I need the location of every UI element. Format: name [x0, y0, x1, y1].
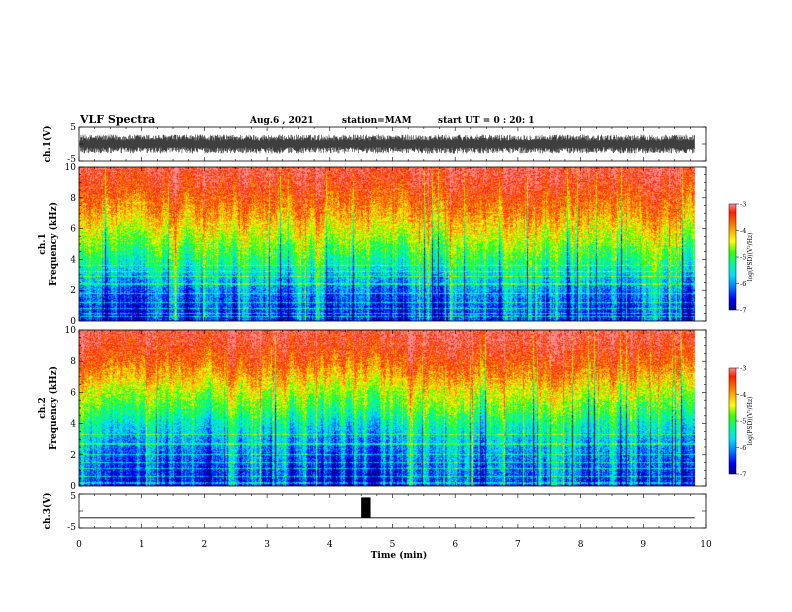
time-tick-label: 3: [264, 540, 270, 550]
figure-title: VLF Spectra: [79, 113, 155, 126]
ch2-spectrogram-colorbar-tick-label: -7: [740, 470, 746, 478]
ch2-spectrogram-ylabel-channel: ch.2: [38, 397, 48, 418]
ch2-spectrogram-ytick-label: 2: [70, 451, 76, 461]
ch1-colorbar-label: log(PSD)(V²/Hz): [747, 233, 754, 282]
ch1-spectrogram-colorbar-tick-label: -4: [740, 227, 746, 235]
ch1-waveform-trace: [79, 134, 695, 154]
ch1-ytick-max: 5: [70, 123, 76, 133]
ch3-pulse: [361, 497, 371, 518]
header-start-time: start UT = 0 : 20: 1: [438, 116, 535, 126]
ch1-spectrogram-ylabel-channel: ch.1: [38, 233, 48, 254]
ch3-ytick-min: -5: [67, 523, 76, 533]
ch3-signal-frame: [78, 493, 707, 529]
ch1-spectrogram-ytick-label: 6: [70, 225, 76, 235]
ch1-spectrogram-ytick-label: 2: [70, 286, 76, 296]
ch1-waveform-ylabel: ch.1(V): [42, 126, 53, 163]
time-tick-label: 1: [139, 540, 145, 550]
ch1-spectrogram-ytick-label: 4: [70, 255, 76, 265]
ch1-spectrogram-image: [79, 167, 706, 321]
ch1-spectrogram-colorbar-tick-label: -6: [740, 280, 746, 288]
ch3-signal-ylabel: ch.3(V): [42, 493, 53, 530]
ch2-spectrogram-ytick-label: 4: [70, 420, 76, 430]
header-station: station=MAM: [342, 116, 412, 126]
ch1-spectrogram-colorbar-tick-label: -3: [740, 200, 746, 208]
ch3-ytick-max: 5: [70, 492, 76, 502]
ch1-colorbar: [728, 203, 737, 311]
ch1-waveform-line: [79, 134, 695, 154]
ch1-spectrogram-ytick-label: 10: [65, 163, 77, 173]
ch2-spectrogram-ylabel-frequency: Frequency (kHz): [48, 366, 59, 450]
ch2-spectrogram-ytick-label: 8: [70, 357, 76, 367]
ch2-spectrogram-colorbar-tick-label: -4: [740, 391, 746, 399]
ch1-spectrogram-ytick-label: 0: [70, 317, 76, 327]
ch1-spectrogram-ytick-label: 8: [70, 194, 76, 204]
time-tick-label: 8: [578, 540, 584, 550]
time-tick-label: 4: [327, 540, 333, 550]
time-axis-label: Time (min): [371, 550, 428, 561]
time-tick-label: 0: [76, 540, 82, 550]
time-tick-label: 6: [452, 540, 458, 550]
ch1-spectrogram-ylabel-frequency: Frequency (kHz): [48, 202, 59, 286]
time-tick-label: 9: [640, 540, 646, 550]
ch3-signal-panel: 5 -5 ch.3(V) 0 1 2 3 4 5 6 7 8 9 10 Time (min): [42, 492, 712, 561]
ch2-spectrogram-image: [79, 330, 706, 486]
ch1-waveform-panel: 5 -5 ch.1(V): [42, 123, 707, 165]
ch2-colorbar-label: log(PSD)(V²/Hz): [747, 397, 754, 446]
ch2-spectrogram-ytick-label: 6: [70, 388, 76, 398]
time-tick-label: 2: [202, 540, 208, 550]
ch2-spectrogram-colorbar-tick-label: -6: [740, 444, 746, 452]
ch2-spectrogram-ytick-label: 10: [65, 326, 77, 336]
ch2-spectrogram-colorbar-tick-label: -5: [740, 417, 746, 425]
ch1-spectrogram-colorbar-tick-label: -7: [740, 306, 746, 314]
ch2-colorbar: [728, 367, 737, 475]
ch2-spectrogram-colorbar-tick-label: -3: [740, 364, 746, 372]
time-tick-label: 7: [515, 540, 521, 550]
ch1-spectrogram-colorbar-tick-label: -5: [740, 253, 746, 261]
ch1-ytick-min: -5: [67, 155, 76, 165]
time-tick-label: 10: [700, 540, 712, 550]
ch2-spectrogram-ytick-label: 0: [70, 482, 76, 492]
header-date: Aug.6 , 2021: [249, 116, 314, 126]
time-tick-label: 5: [390, 540, 396, 550]
